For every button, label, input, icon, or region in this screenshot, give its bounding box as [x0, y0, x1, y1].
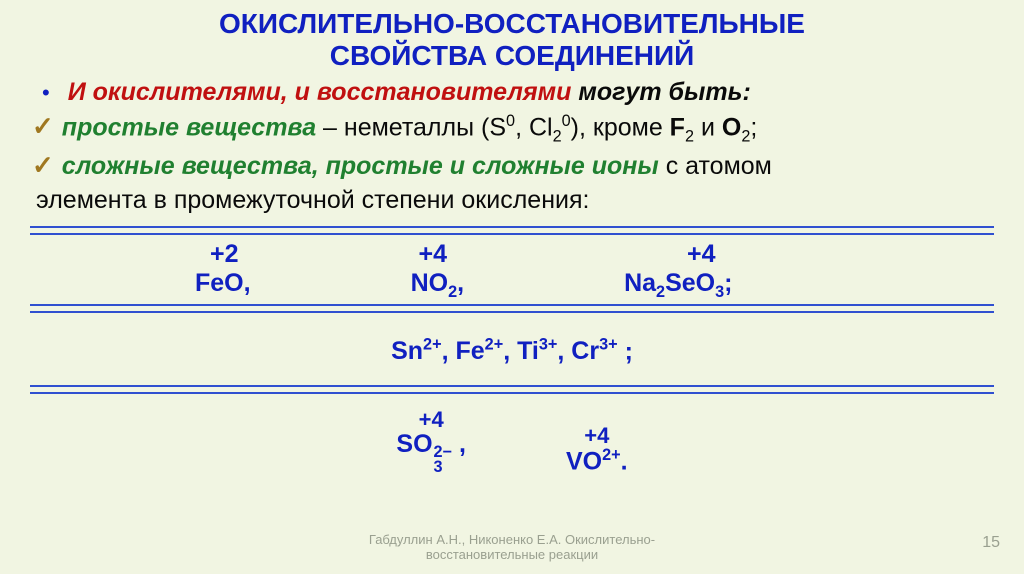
- so-end: ,: [452, 430, 466, 458]
- p2-a: с атомом: [659, 152, 772, 180]
- slide-title: ОКИСЛИТЕЛЬНО-ВОССТАНОВИТЕЛЬНЫЕ СВОЙСТВА …: [30, 8, 994, 72]
- slide-number: 15: [982, 534, 1000, 552]
- point-2: ✓ сложные вещества, простые и сложные ио…: [30, 148, 994, 184]
- vo-end: .: [621, 447, 628, 475]
- point-1-text: простые вещества – неметаллы (S0, Cl20),…: [62, 111, 758, 148]
- formula-row-1: FeO, NO2, Na2SeO3;: [30, 269, 994, 302]
- divider: [30, 304, 994, 306]
- p1-f: F: [670, 113, 685, 141]
- check-icon: ✓: [32, 148, 54, 183]
- point-1: ✓ простые вещества – неметаллы (S0, Cl20…: [30, 109, 994, 148]
- compounds-section: +2 +4 +4 FeO, NO2, Na2SeO3; Sn2+, Fe2+, …: [30, 226, 994, 475]
- divider: [30, 311, 994, 313]
- p1-osub: 2: [741, 127, 750, 145]
- p1-fsub: 2: [685, 127, 694, 145]
- cr-sup: 3+: [599, 336, 618, 354]
- cr: Cr: [571, 337, 599, 365]
- ion-end: ;: [618, 337, 633, 365]
- intro-bullet: • И окислителями, и восстановителями мог…: [30, 78, 994, 107]
- ox-3: +4: [687, 240, 716, 269]
- ion-sn: Sn2+: [391, 337, 441, 365]
- p1-green: простые вещества: [62, 113, 316, 141]
- ion-fe: Fe2+: [455, 337, 503, 365]
- point-2-cont: элемента в промежуточной степени окислен…: [30, 184, 994, 218]
- no2-sub: 2: [448, 283, 457, 301]
- bullet-icon: •: [42, 82, 50, 104]
- ion-ti: Ti3+: [517, 337, 557, 365]
- formula-na2seo3: Na2SeO3;: [624, 269, 732, 302]
- formula-feo: FeO,: [195, 269, 251, 302]
- formula-vo: +4 VO2+.: [566, 424, 628, 475]
- oxidation-row-1: +2 +4 +4: [30, 240, 994, 269]
- divider: [30, 226, 994, 228]
- p2-line2: элемента в промежуточной степени окислен…: [36, 184, 589, 218]
- sep2: ,: [503, 337, 517, 365]
- p1-b: , Cl: [515, 113, 553, 141]
- na-sub: 2: [656, 283, 665, 301]
- title-line-2: СВОЙСТВА СОЕДИНЕНИЙ: [330, 40, 695, 71]
- vo-sup: 2+: [602, 446, 621, 464]
- sn-sup: 2+: [423, 336, 442, 354]
- vo: VO2+.: [566, 447, 628, 475]
- last-row: +4 SO2−3 , +4 VO2+.: [30, 408, 994, 474]
- formula-no2: NO2,: [411, 269, 465, 302]
- sep1: ,: [442, 337, 456, 365]
- p1-sup1: 0: [506, 112, 515, 130]
- intro-red: И окислителями, и восстановителями: [68, 78, 572, 106]
- so-frac: 2−3: [434, 445, 453, 474]
- no2-a: NO: [411, 269, 449, 297]
- na: Na: [624, 269, 656, 297]
- footer-line-2: восстановительные реакции: [426, 547, 598, 562]
- ox-1: +2: [210, 240, 239, 269]
- ox-2: +4: [419, 240, 448, 269]
- seo-sub: 3: [715, 283, 724, 301]
- intro-text: И окислителями, и восстановителями могут…: [68, 78, 751, 107]
- footer: Габдуллин А.Н., Никоненко Е.А. Окислител…: [0, 532, 1024, 562]
- p1-o: O: [722, 113, 741, 141]
- divider: [30, 233, 994, 235]
- formula-so3: +4 SO2−3 ,: [396, 408, 466, 474]
- ion-row: Sn2+, Fe2+, Ti3+, Cr3+ ;: [30, 318, 994, 384]
- ti-sup: 3+: [539, 336, 558, 354]
- na-end: ;: [724, 269, 732, 297]
- so-sub: 3: [434, 460, 453, 475]
- title-line-1: ОКИСЛИТЕЛЬНО-ВОССТАНОВИТЕЛЬНЫЕ: [219, 8, 805, 39]
- no2-c: ,: [457, 269, 464, 297]
- p2-green: сложные вещества, простые и сложные ионы: [62, 152, 659, 180]
- fe: Fe: [455, 337, 484, 365]
- p1-and: и: [694, 113, 722, 141]
- seo: SeO: [665, 269, 715, 297]
- ti: Ti: [517, 337, 539, 365]
- vo-a: VO: [566, 447, 602, 475]
- p1-end: ;: [750, 113, 757, 141]
- sn: Sn: [391, 337, 423, 365]
- intro-black: могут быть:: [571, 78, 750, 106]
- fe-sup: 2+: [485, 336, 504, 354]
- point-2-text: сложные вещества, простые и сложные ионы…: [62, 150, 772, 184]
- footer-line-1: Габдуллин А.Н., Никоненко Е.А. Окислител…: [369, 532, 655, 547]
- so3: SO2−3 ,: [396, 431, 466, 474]
- p1-sub1: 2: [553, 127, 562, 145]
- sep3: ,: [557, 337, 571, 365]
- divider: [30, 385, 994, 387]
- ion-cr: Cr3+: [571, 337, 617, 365]
- so-a: SO: [396, 430, 432, 458]
- ox-vo: +4: [584, 424, 609, 447]
- divider: [30, 392, 994, 394]
- p1-sup2: 0: [562, 112, 571, 130]
- p1-a: – неметаллы (S: [316, 113, 506, 141]
- ox-so3: +4: [419, 408, 444, 431]
- p1-c: ), кроме: [571, 113, 670, 141]
- check-icon: ✓: [32, 109, 54, 144]
